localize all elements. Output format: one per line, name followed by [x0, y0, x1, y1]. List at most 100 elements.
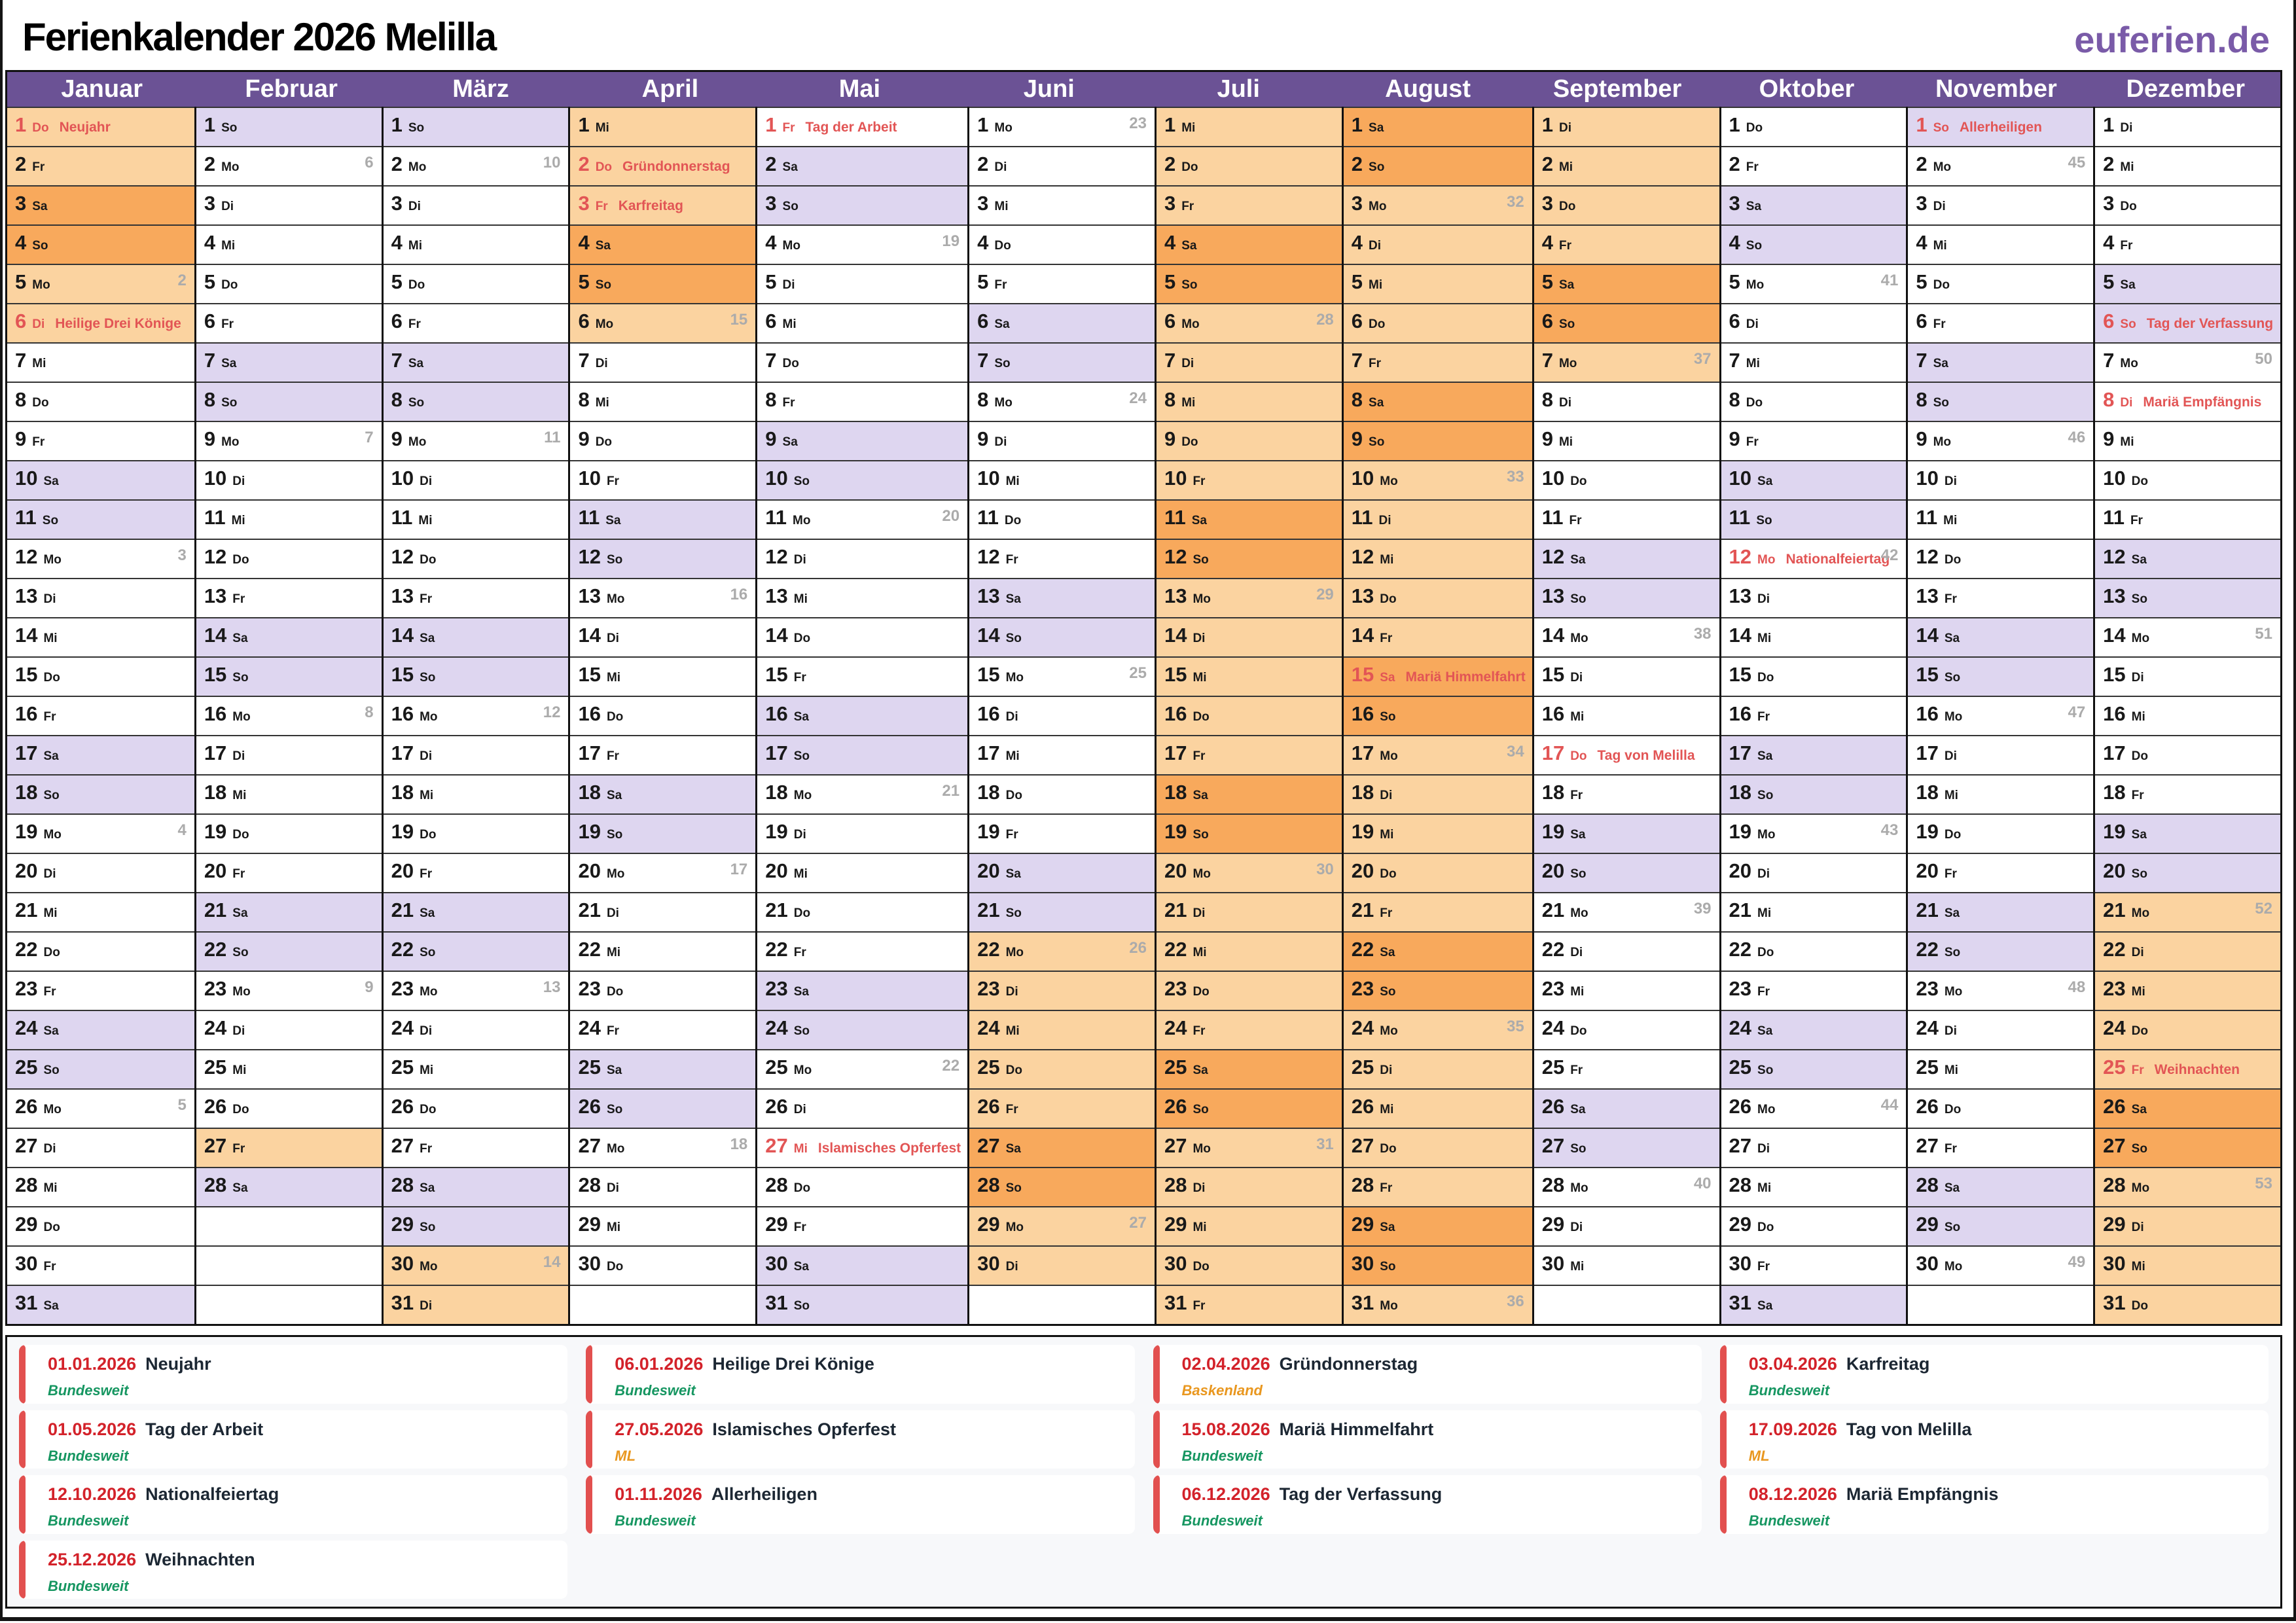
brand-logo[interactable]: euferien.de: [2074, 19, 2270, 60]
day-cell: 4 Mi: [383, 224, 569, 264]
day-number: 22: [1351, 938, 1374, 961]
day-cell: 20 Fr: [196, 853, 382, 892]
month-header-juni: Juni: [1023, 75, 1075, 103]
day-cell: 11 Mi: [196, 499, 382, 539]
day-line: 13 So: [2103, 584, 2274, 608]
day-cell: 24 Di: [196, 1010, 382, 1049]
day-number: 20: [1541, 859, 1565, 882]
day-number: 16: [2103, 702, 2126, 725]
day-cell: 14 Mi: [1721, 617, 1907, 656]
weekday-label: So: [994, 357, 1011, 370]
weekday-label: Sa: [1193, 789, 1208, 802]
day-cell: 11 Mi: [383, 499, 569, 539]
weekday-label: Fr: [1193, 1299, 1206, 1313]
day-number: 5: [204, 270, 216, 293]
day-cell: 14 So: [969, 617, 1155, 656]
day-number: 27: [2103, 1134, 2126, 1157]
month-column-märz: 1 So 2 Mo 10 3 Di 4 Mi 5 Do 6 Fr 7 Sa 8 So 9 Mo 11 10 Di 11 Mi 1…: [381, 107, 569, 1324]
day-number: 2: [578, 152, 590, 175]
day-number: 5: [15, 270, 27, 293]
day-number: 16: [1164, 702, 1187, 725]
day-line: 5 Mi: [1352, 270, 1526, 294]
day-cell: 1 Di: [2095, 107, 2280, 146]
day-line: 12 Di: [765, 545, 961, 569]
day-cell: 13 So: [2095, 578, 2280, 617]
day-number: 19: [204, 820, 227, 843]
weekday-label: So: [1756, 514, 1772, 527]
weekday-label: Sa: [1380, 671, 1395, 685]
legend-entry-line: 01.01.2026 Neujahr: [48, 1354, 554, 1374]
day-number: 26: [391, 1095, 414, 1118]
day-cell: 19 Do: [383, 813, 569, 853]
weekday-label: Mi: [2120, 435, 2134, 449]
day-number: 21: [1164, 899, 1187, 921]
day-cell: 31 Do: [2095, 1285, 2280, 1324]
weekday-label: Mo: [606, 867, 625, 881]
day-number: 1: [1541, 113, 1553, 136]
day-cell: 19 Do: [196, 813, 382, 853]
day-line: 12 Do: [1916, 545, 2087, 569]
day-line: 3 Sa: [1729, 192, 1900, 215]
day-line: 16 Sa: [765, 702, 961, 726]
weekday-label: Do: [2131, 474, 2148, 488]
day-line: 10 Mo: [1352, 467, 1526, 490]
legend-entry-date: 06.12.2026: [1181, 1484, 1270, 1504]
day-number: 25: [15, 1056, 38, 1079]
day-number: 11: [204, 506, 226, 529]
day-line: 20 Fr: [1916, 859, 2087, 883]
week-number: 49: [2068, 1253, 2086, 1271]
week-number: 53: [2255, 1175, 2272, 1192]
day-cell: 5 Sa: [2095, 264, 2280, 303]
weekday-label: Mo: [2131, 632, 2150, 645]
day-cell: 5 Do: [1908, 264, 2094, 303]
weekday-label: Mi: [2131, 710, 2145, 724]
weekday-label: Di: [606, 1181, 619, 1195]
day-number: 1: [15, 113, 27, 136]
day-number: 24: [1541, 1016, 1565, 1039]
day-cell: 11 Fr: [1534, 499, 1719, 539]
day-line: 18 Fr: [1542, 781, 1713, 804]
month-header-märz: März: [452, 75, 509, 103]
day-cell: 26 Fr: [969, 1088, 1155, 1128]
week-number: 46: [2068, 429, 2086, 446]
weekday-label: Fr: [793, 671, 806, 685]
day-cell: 31 Fr: [1156, 1285, 1342, 1324]
day-number: 23: [1351, 977, 1374, 1000]
weekday-label: Fr: [1757, 985, 1770, 999]
day-cell: 18 Fr: [2095, 774, 2280, 813]
day-number: 7: [977, 349, 989, 372]
day-number: 21: [204, 899, 227, 921]
weekday-label: Fr: [2131, 789, 2144, 802]
day-line: 6 Fr: [391, 310, 562, 333]
day-line: 6 Sa: [977, 310, 1148, 333]
weekday-label: Mo: [1380, 1299, 1398, 1313]
weekday-label: So: [42, 514, 59, 527]
week-number: 6: [365, 154, 374, 171]
weekday-label: Di: [1005, 1260, 1018, 1274]
day-number: 17: [391, 741, 414, 764]
weekday-label: Mo: [1944, 1260, 1963, 1274]
day-cell: 29 Di: [1534, 1206, 1719, 1245]
day-cell: 24 Di: [1908, 1010, 2094, 1049]
day-number: 2: [391, 152, 403, 175]
weekday-label: Di: [1933, 200, 1946, 213]
weekday-label: Di: [2120, 121, 2133, 135]
day-line: 15 So: [204, 663, 375, 687]
day-line: 13 Mi: [765, 584, 961, 608]
day-cell: 1 So: [383, 107, 569, 146]
day-number: 24: [15, 1016, 38, 1039]
day-line: 29 Sa: [1352, 1213, 1526, 1236]
legend-entry: 01.05.2026 Tag der Arbeit Bundesweit: [19, 1410, 568, 1469]
week-number: 16: [730, 586, 748, 603]
day-cell: 12 Do: [383, 539, 569, 578]
week-number: 25: [1129, 664, 1147, 682]
legend-entry-date: 02.04.2026: [1181, 1354, 1270, 1374]
day-cell: 8 So: [196, 382, 382, 421]
day-number: 29: [977, 1213, 1000, 1236]
weekday-label: Mi: [782, 317, 797, 331]
day-number: 28: [1541, 1173, 1565, 1196]
weekday-label: Fr: [1193, 749, 1206, 763]
day-cell: 10 Di: [383, 460, 569, 499]
weekday-label: Do: [1757, 671, 1774, 685]
day-cell: 16 Fr: [7, 696, 194, 735]
